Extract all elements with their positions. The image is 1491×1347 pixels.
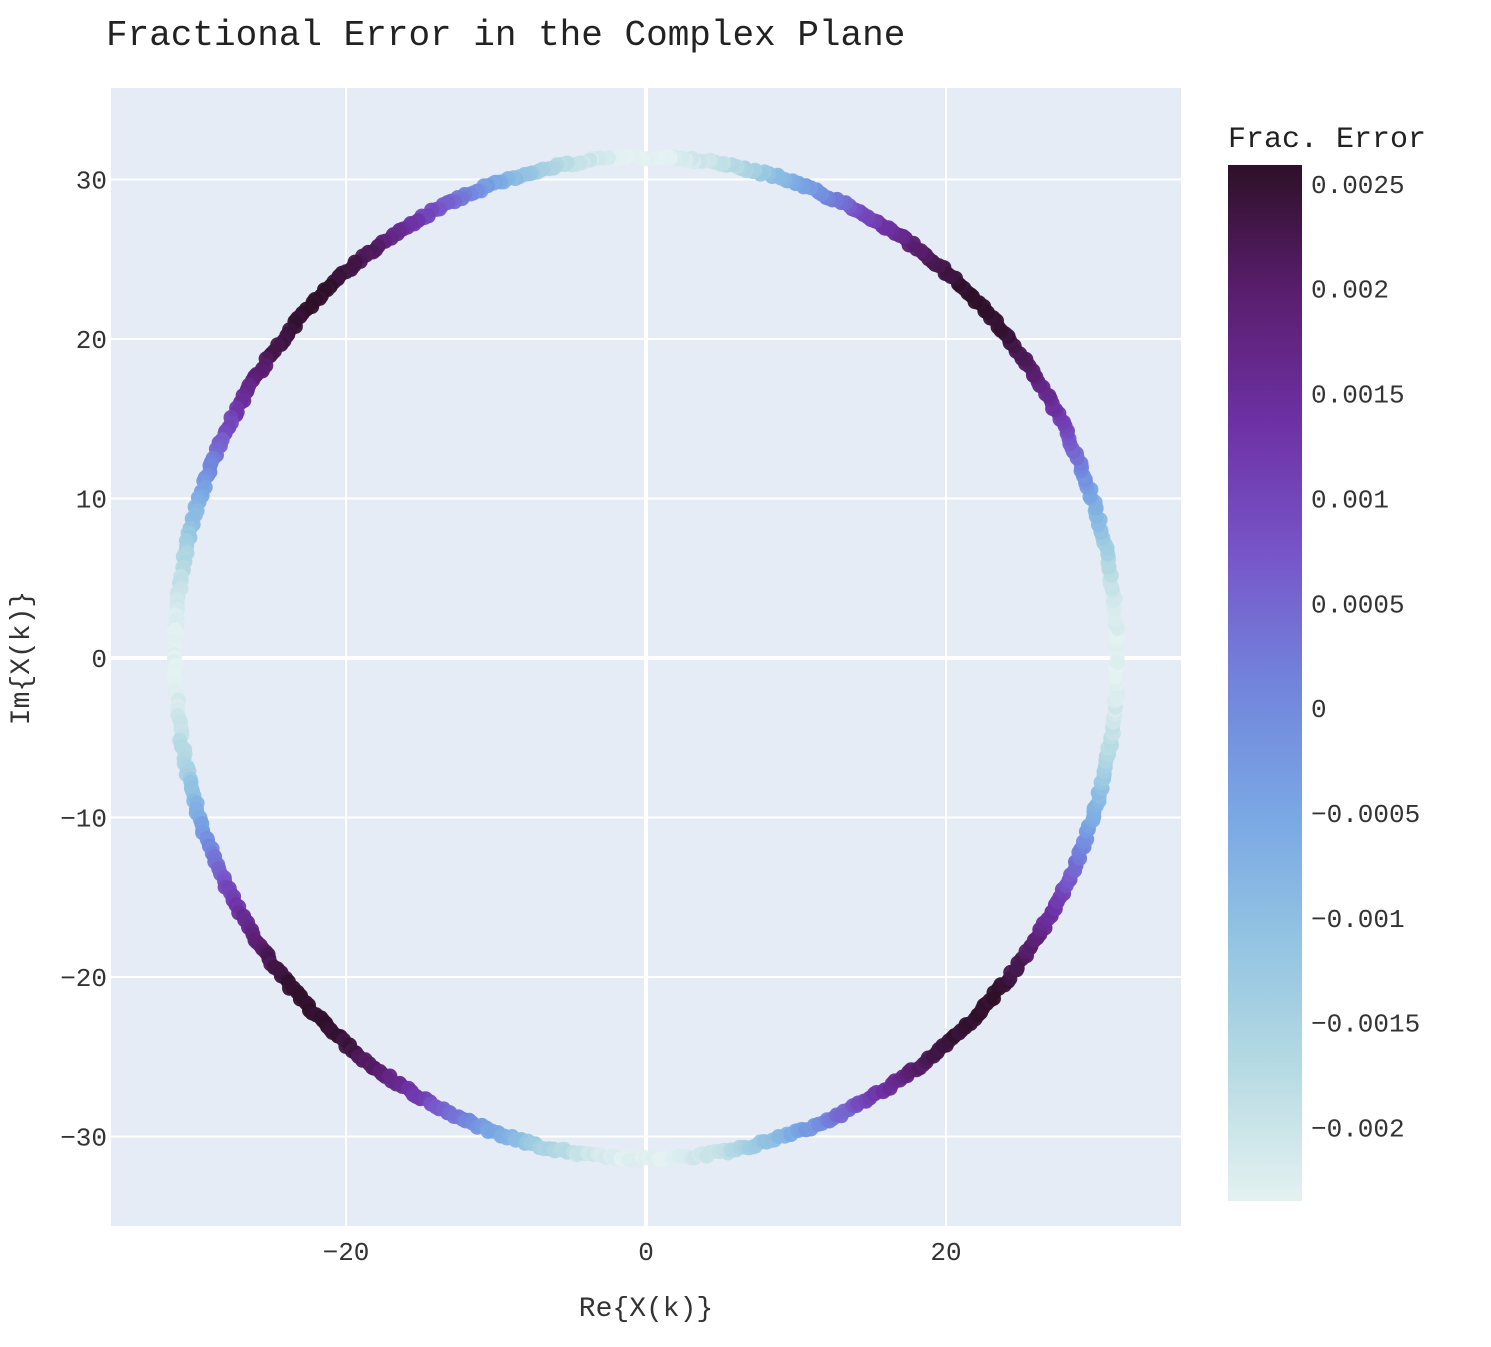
- scatter-point: [1110, 655, 1126, 670]
- y-tick-label: 20: [76, 326, 107, 356]
- scatter-points: [166, 148, 1126, 1168]
- colorbar-tick-label: 0.0015: [1311, 381, 1405, 411]
- x-tick-label: 0: [638, 1238, 654, 1268]
- colorbar-tick-label: 0.0025: [1311, 171, 1405, 201]
- colorbar-tick-label: −0.0015: [1311, 1010, 1420, 1040]
- y-tick-label: −30: [60, 1124, 107, 1154]
- colorbar-tick-label: −0.0005: [1311, 800, 1420, 830]
- colorbar-tick-label: 0.0005: [1311, 590, 1405, 620]
- y-tick-label: 10: [76, 486, 107, 516]
- y-axis-ticks: −30 −20 −10 0 10 20 30: [60, 167, 107, 1154]
- colorbar-ticks: 0.0025 0.002 0.0015 0.001 0.0005 0 −0.0005 −0.0…: [1311, 171, 1420, 1145]
- x-axis-ticks: −20 0 20: [323, 1238, 962, 1268]
- colorbar-title: Frac. Error: [1228, 123, 1426, 157]
- colorbar-tick-label: −0.001: [1311, 905, 1405, 935]
- x-axis-label: Re{X(k)}: [579, 1294, 713, 1325]
- y-tick-label: −20: [60, 964, 107, 994]
- colorbar: [1228, 165, 1302, 1201]
- y-axis-label: Im{X(k)}: [7, 591, 38, 725]
- colorbar-tick-label: 0.002: [1311, 276, 1389, 306]
- x-tick-label: −20: [323, 1238, 370, 1268]
- colorbar-tick-label: 0: [1311, 695, 1327, 725]
- colorbar-tick-label: −0.002: [1311, 1115, 1405, 1145]
- y-tick-label: 0: [91, 645, 107, 675]
- colorbar-tick-label: 0.001: [1311, 485, 1389, 515]
- y-tick-label: 30: [76, 167, 107, 197]
- chart-title: Fractional Error in the Complex Plane: [106, 15, 905, 56]
- y-tick-label: −10: [60, 805, 107, 835]
- x-tick-label: 20: [930, 1238, 961, 1268]
